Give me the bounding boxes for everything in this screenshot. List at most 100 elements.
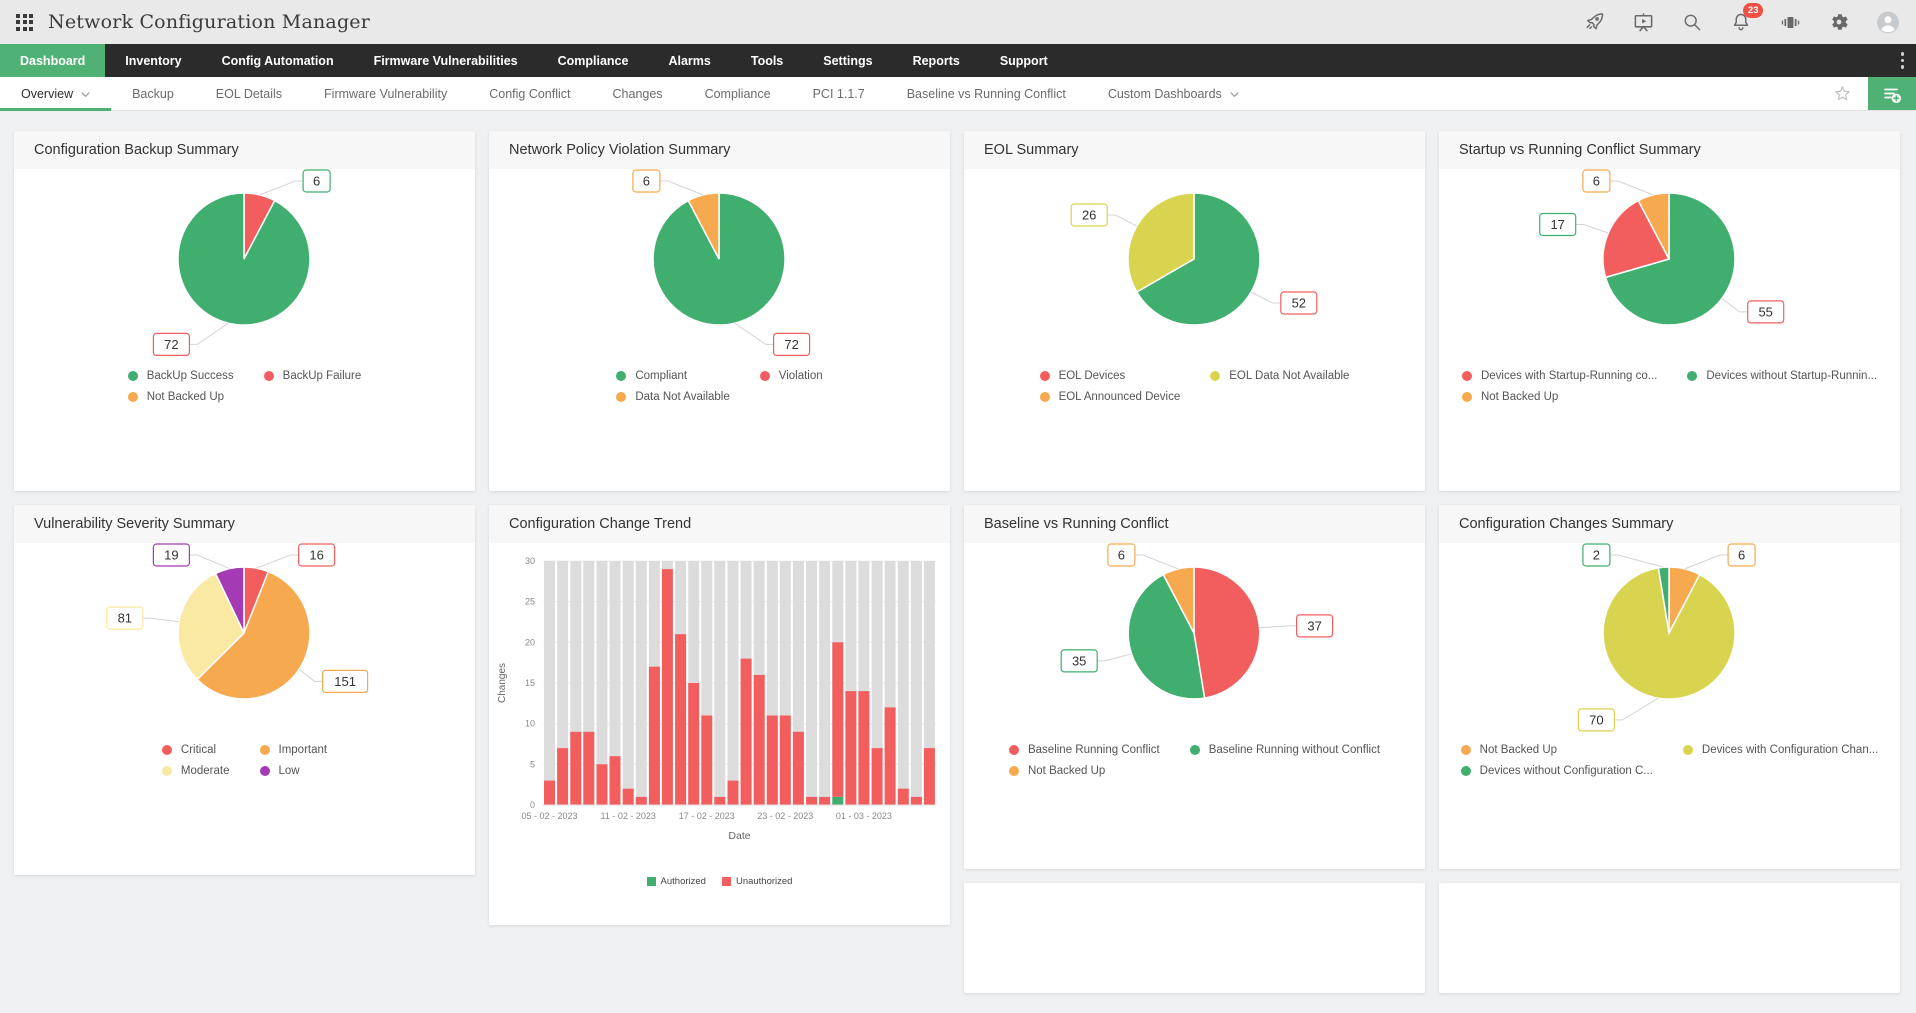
legend-item-devices-without-startup-runnin[interactable]: Devices without Startup-Runnin... [1687, 370, 1877, 382]
subnav-item-backup[interactable]: Backup [111, 77, 195, 110]
legend-item-not-backed-up[interactable]: Not Backed Up [1461, 391, 1657, 403]
nav-item-alarms[interactable]: Alarms [668, 53, 711, 68]
presentation-icon[interactable] [1631, 10, 1655, 34]
bar[interactable] [622, 788, 634, 805]
bar[interactable] [596, 764, 608, 805]
nav-item-support[interactable]: Support [999, 53, 1048, 68]
bar[interactable] [884, 707, 896, 805]
bar[interactable] [557, 748, 569, 805]
app-grid-icon[interactable] [16, 13, 33, 31]
pie-chart[interactable]: 6 72 [14, 169, 475, 361]
legend-item-eol-devices[interactable]: EOL Devices [1039, 370, 1181, 382]
legend-item-not-backed-up[interactable]: Not Backed Up [1460, 744, 1653, 756]
nav-item-compliance[interactable]: Compliance [557, 53, 629, 68]
favorite-star-icon[interactable] [1816, 77, 1868, 110]
legend-item-backup-failure[interactable]: BackUp Failure [263, 370, 361, 382]
pie-slice[interactable] [196, 570, 311, 700]
pie-chart[interactable]: 55 17 6 [1439, 169, 1900, 361]
bar[interactable] [727, 780, 739, 805]
bar[interactable] [583, 731, 595, 805]
legend-item-not-backed-up[interactable]: Not Backed Up [1008, 765, 1160, 777]
bar[interactable] [688, 683, 700, 805]
settings-gear-icon[interactable] [1827, 10, 1851, 34]
bar[interactable] [806, 796, 818, 805]
subnav-item-baseline-vs-running-conflict[interactable]: Baseline vs Running Conflict [886, 77, 1087, 110]
bar[interactable] [792, 731, 804, 805]
bar[interactable] [858, 691, 870, 805]
pie-slice[interactable] [1127, 573, 1206, 700]
subnav-item-overview[interactable]: Overview [0, 77, 112, 111]
subnav-item-firmware-vulnerability[interactable]: Firmware Vulnerability [303, 77, 468, 110]
pie-slice[interactable] [687, 192, 720, 260]
pie-chart[interactable]: 16 151 81 19 [14, 543, 475, 735]
pie-slice[interactable] [177, 192, 311, 326]
nav-item-firmware-vulnerabilities[interactable]: Firmware Vulnerabilities [373, 53, 518, 68]
legend-item-devices-with-startup-running-co[interactable]: Devices with Startup-Running co... [1461, 370, 1657, 382]
subnav-item-pci-1-1-7[interactable]: PCI 1.1.7 [792, 77, 886, 110]
legend-item-authorized[interactable]: Authorized [646, 876, 706, 887]
subnav-item-changes[interactable]: Changes [592, 77, 684, 110]
notifications-bell-icon[interactable]: 23 [1729, 3, 1763, 34]
subnav-item-compliance[interactable]: Compliance [684, 77, 792, 110]
search-icon[interactable] [1680, 10, 1704, 34]
pie-chart[interactable]: 72 6 [489, 169, 950, 361]
nav-overflow-menu-icon[interactable] [1895, 44, 1911, 77]
bar[interactable] [609, 756, 621, 805]
pie-slice[interactable] [1162, 566, 1195, 634]
bar[interactable] [661, 569, 673, 805]
bar[interactable] [779, 715, 791, 806]
bar[interactable] [753, 674, 765, 805]
nav-item-tools[interactable]: Tools [750, 53, 784, 68]
nav-item-config-automation[interactable]: Config Automation [221, 53, 334, 68]
bar[interactable] [923, 748, 935, 805]
bar[interactable] [544, 780, 555, 805]
legend-item-backup-success[interactable]: BackUp Success [127, 370, 234, 382]
legend-item-eol-announced-device[interactable]: EOL Announced Device [1039, 391, 1180, 403]
subnav-item-config-conflict[interactable]: Config Conflict [468, 77, 591, 110]
legend-item-devices-without-configuration-c[interactable]: Devices without Configuration C... [1460, 765, 1653, 777]
legend-item-devices-with-configuration-chan[interactable]: Devices with Configuration Chan... [1682, 744, 1878, 756]
legend-item-baseline-running-conflict[interactable]: Baseline Running Conflict [1008, 744, 1160, 756]
pie-chart[interactable]: 37 35 6 [964, 543, 1425, 735]
nav-item-dashboard[interactable]: Dashboard [0, 44, 106, 77]
pie-slice[interactable] [1602, 567, 1736, 700]
pie-slice[interactable] [1604, 192, 1736, 326]
carousel-icon[interactable] [1778, 10, 1802, 34]
bar[interactable] [871, 748, 883, 805]
subnav-item-eol-details[interactable]: EOL Details [195, 77, 303, 110]
bar[interactable] [701, 715, 713, 806]
nav-item-inventory[interactable]: Inventory [125, 53, 182, 68]
pie-slice[interactable] [1135, 192, 1261, 326]
legend-item-eol-data-not-available[interactable]: EOL Data Not Available [1210, 370, 1349, 382]
pie-chart[interactable]: 6 70 2 [1439, 543, 1900, 735]
legend-item-violation[interactable]: Violation [759, 370, 823, 382]
legend-item-low[interactable]: Low [259, 765, 328, 777]
bar[interactable] [714, 796, 726, 805]
bar[interactable] [845, 691, 857, 805]
bar[interactable] [675, 634, 687, 805]
bar[interactable] [819, 796, 831, 805]
legend-item-compliant[interactable]: Compliant [616, 370, 729, 382]
legend-item-important[interactable]: Important [259, 744, 327, 756]
nav-item-reports[interactable]: Reports [912, 53, 960, 68]
legend-item-not-backed-up[interactable]: Not Backed Up [127, 391, 234, 403]
legend-item-unauthorized[interactable]: Unauthorized [721, 876, 792, 887]
bar[interactable] [635, 796, 647, 805]
pie-slice[interactable] [1193, 566, 1261, 699]
bar[interactable] [766, 715, 778, 806]
legend-item-baseline-running-without-conflict[interactable]: Baseline Running without Conflict [1189, 744, 1380, 756]
pie-slice[interactable] [214, 566, 245, 634]
bar[interactable] [910, 796, 922, 805]
rocket-icon[interactable] [1582, 10, 1606, 34]
legend-item-critical[interactable]: Critical [161, 744, 230, 756]
bar[interactable] [740, 658, 752, 805]
pie-slice[interactable] [1127, 192, 1195, 294]
subnav-item-custom-dashboards[interactable]: Custom Dashboards [1087, 77, 1260, 110]
bar-chart[interactable]: 0 5 10 15 20 25 30 Changes 05 - 02 - 2023 11 - 02… [489, 543, 950, 843]
legend-item-data-not-available[interactable]: Data Not Available [616, 391, 730, 403]
bar[interactable] [648, 666, 660, 805]
nav-item-settings[interactable]: Settings [823, 53, 873, 68]
pie-chart[interactable]: 52 26 [964, 169, 1425, 361]
pie-slice[interactable] [1637, 192, 1670, 260]
legend-item-moderate[interactable]: Moderate [161, 765, 230, 777]
